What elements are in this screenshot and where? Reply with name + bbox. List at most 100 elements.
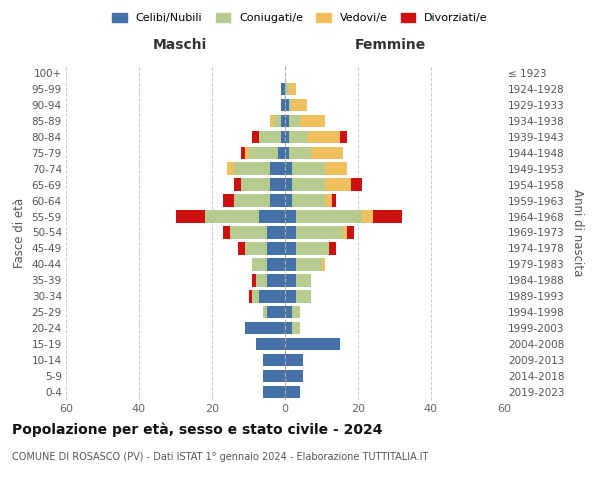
Bar bbox=[227, 162, 234, 175]
Bar bbox=[296, 210, 362, 223]
Bar bbox=[285, 338, 340, 350]
Bar bbox=[362, 210, 373, 223]
Bar bbox=[343, 226, 347, 238]
Bar bbox=[285, 98, 289, 111]
Bar bbox=[248, 146, 278, 159]
Bar bbox=[285, 242, 296, 254]
Bar bbox=[296, 258, 322, 270]
Bar bbox=[285, 258, 296, 270]
Bar bbox=[311, 146, 343, 159]
Bar bbox=[271, 178, 285, 191]
Y-axis label: Fasce di età: Fasce di età bbox=[13, 198, 26, 268]
Bar bbox=[252, 130, 259, 143]
Text: Popolazione per età, sesso e stato civile - 2024: Popolazione per età, sesso e stato civil… bbox=[12, 422, 383, 437]
Bar bbox=[285, 290, 296, 302]
Bar bbox=[292, 178, 325, 191]
Bar bbox=[329, 242, 336, 254]
Bar bbox=[274, 114, 281, 127]
Bar bbox=[271, 194, 285, 207]
Bar bbox=[234, 178, 241, 191]
Bar bbox=[285, 130, 289, 143]
Bar bbox=[223, 226, 230, 238]
Bar bbox=[285, 82, 289, 95]
Bar bbox=[285, 370, 303, 382]
Bar bbox=[241, 178, 271, 191]
Bar bbox=[271, 114, 274, 127]
Bar bbox=[285, 194, 292, 207]
Bar bbox=[296, 290, 311, 302]
Bar bbox=[307, 130, 340, 143]
Bar bbox=[281, 82, 285, 95]
Bar bbox=[263, 370, 285, 382]
Bar bbox=[245, 322, 285, 334]
Bar bbox=[289, 130, 307, 143]
Bar bbox=[267, 242, 285, 254]
Bar bbox=[285, 386, 299, 398]
Bar bbox=[340, 130, 347, 143]
Text: Femmine: Femmine bbox=[355, 38, 426, 52]
Text: Maschi: Maschi bbox=[153, 38, 207, 52]
Bar bbox=[176, 210, 205, 223]
Bar bbox=[281, 114, 285, 127]
Bar bbox=[252, 258, 267, 270]
Bar bbox=[285, 322, 292, 334]
Bar bbox=[285, 274, 296, 286]
Bar bbox=[267, 258, 285, 270]
Bar bbox=[285, 210, 296, 223]
Bar bbox=[267, 306, 285, 318]
Bar bbox=[263, 386, 285, 398]
Bar bbox=[285, 354, 303, 366]
Bar bbox=[285, 114, 289, 127]
Bar bbox=[248, 290, 252, 302]
Bar bbox=[299, 114, 325, 127]
Bar bbox=[285, 178, 292, 191]
Text: COMUNE DI ROSASCO (PV) - Dati ISTAT 1° gennaio 2024 - Elaborazione TUTTITALIA.IT: COMUNE DI ROSASCO (PV) - Dati ISTAT 1° g… bbox=[12, 452, 428, 462]
Bar bbox=[292, 194, 325, 207]
Bar bbox=[347, 226, 355, 238]
Bar bbox=[285, 306, 292, 318]
Legend: Celibi/Nubili, Coniugati/e, Vedovi/e, Divorziati/e: Celibi/Nubili, Coniugati/e, Vedovi/e, Di… bbox=[108, 8, 492, 28]
Y-axis label: Anni di nascita: Anni di nascita bbox=[571, 189, 584, 276]
Bar bbox=[296, 274, 311, 286]
Bar bbox=[296, 242, 329, 254]
Bar bbox=[289, 82, 296, 95]
Bar bbox=[223, 194, 234, 207]
Bar bbox=[292, 306, 299, 318]
Bar bbox=[259, 210, 285, 223]
Bar bbox=[230, 226, 267, 238]
Bar bbox=[292, 322, 299, 334]
Bar bbox=[285, 226, 296, 238]
Bar bbox=[259, 130, 281, 143]
Bar bbox=[289, 146, 311, 159]
Bar bbox=[205, 210, 259, 223]
Bar bbox=[267, 274, 285, 286]
Bar bbox=[285, 162, 292, 175]
Bar bbox=[238, 242, 245, 254]
Bar bbox=[292, 98, 307, 111]
Bar bbox=[252, 290, 259, 302]
Bar bbox=[234, 162, 271, 175]
Bar bbox=[281, 130, 285, 143]
Bar bbox=[285, 146, 289, 159]
Bar bbox=[281, 98, 285, 111]
Bar bbox=[325, 162, 347, 175]
Bar bbox=[245, 146, 248, 159]
Bar bbox=[234, 194, 271, 207]
Bar bbox=[289, 98, 292, 111]
Bar bbox=[292, 162, 325, 175]
Bar bbox=[332, 194, 336, 207]
Bar bbox=[252, 274, 256, 286]
Bar bbox=[256, 274, 267, 286]
Bar bbox=[241, 146, 245, 159]
Bar bbox=[325, 194, 332, 207]
Bar bbox=[263, 306, 267, 318]
Bar bbox=[271, 162, 285, 175]
Bar bbox=[322, 258, 325, 270]
Bar bbox=[256, 338, 285, 350]
Bar bbox=[267, 226, 285, 238]
Bar bbox=[245, 242, 267, 254]
Bar bbox=[289, 114, 299, 127]
Bar bbox=[263, 354, 285, 366]
Bar bbox=[278, 146, 285, 159]
Bar bbox=[259, 290, 285, 302]
